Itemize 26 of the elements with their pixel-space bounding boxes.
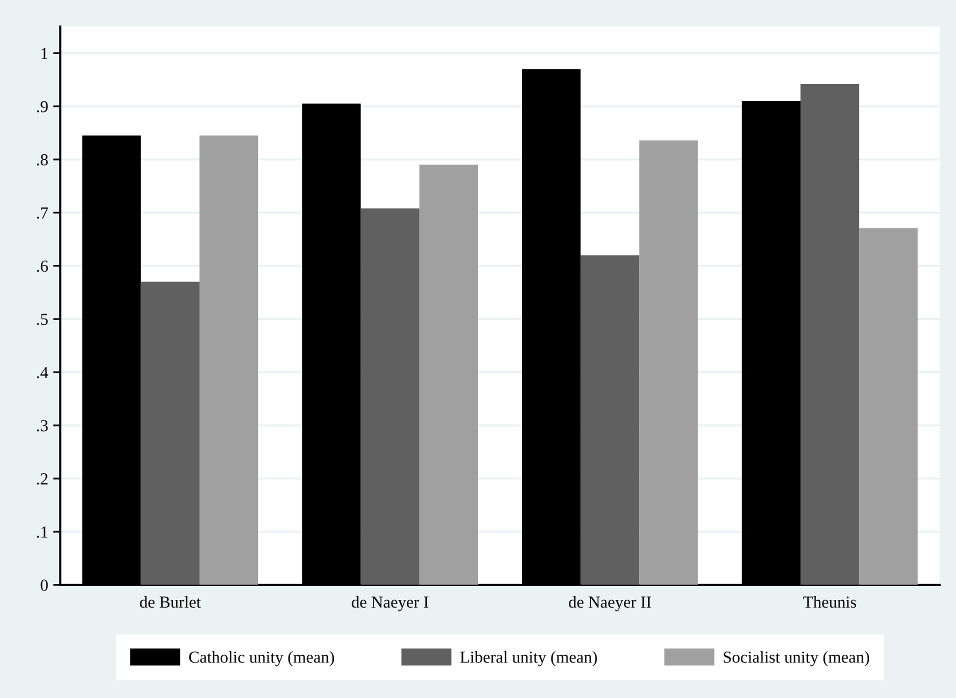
legend-label: Socialist unity (mean) [724, 651, 870, 666]
x-tick-label: de Burlet [140, 596, 201, 608]
bar [419, 164, 478, 585]
y-tick-label: 0 [40, 580, 48, 591]
y-tick-label: .7 [37, 208, 48, 219]
y-tick-label: .1 [37, 526, 48, 538]
bar [639, 140, 698, 585]
y-tick-label: 1 [42, 48, 48, 59]
bar [800, 84, 860, 585]
x-tick-label: de Naeyer II [568, 596, 651, 612]
legend-label: Liberal unity (mean) [460, 651, 597, 666]
y-tick-label: .5 [37, 314, 48, 326]
y-tick-label: .3 [37, 420, 48, 432]
bar [580, 255, 640, 585]
y-tick-label: .4 [37, 367, 48, 378]
bar [859, 228, 918, 585]
y-tick-label: .8 [37, 154, 48, 166]
y-tick-label: .6 [37, 260, 48, 272]
bar [140, 282, 200, 585]
bar [199, 136, 258, 585]
bar [360, 208, 420, 585]
x-tick-label: Theunis [803, 596, 856, 608]
y-tick-label: .2 [37, 473, 48, 485]
legend-label: Catholic unity (mean) [189, 651, 334, 666]
x-tick-label: de Naeyer I [352, 596, 428, 612]
y-tick-label: .9 [37, 101, 48, 112]
